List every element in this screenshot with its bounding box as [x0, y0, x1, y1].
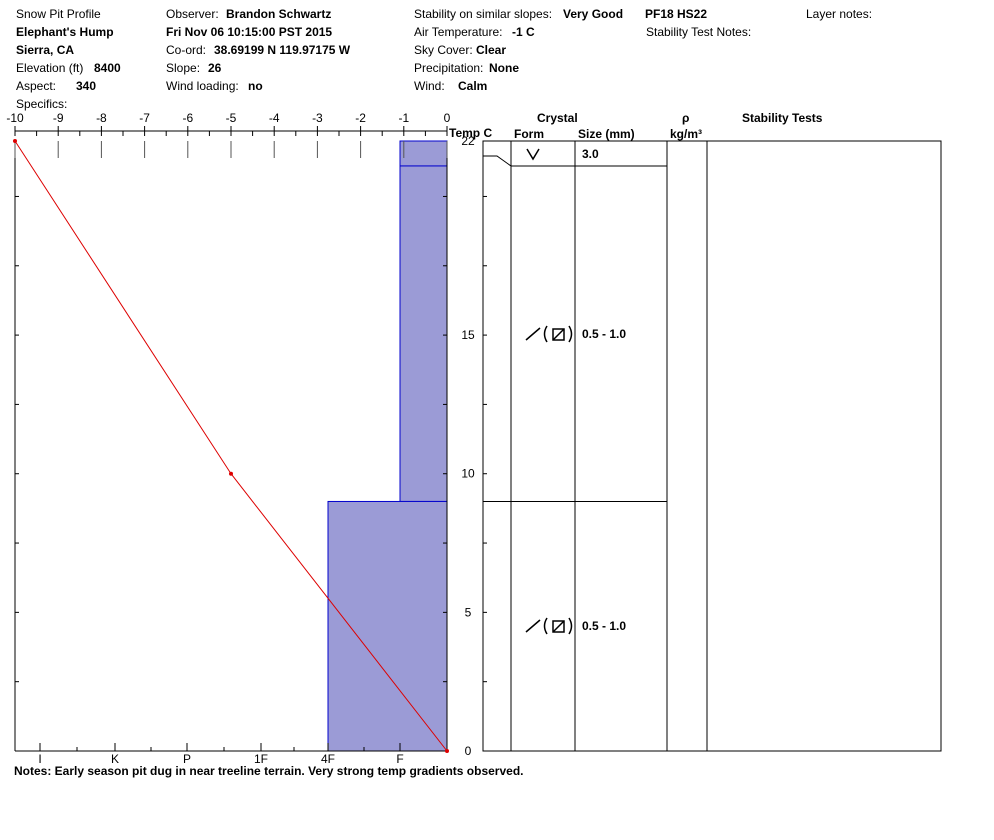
height-tick-label: 22 [461, 134, 475, 148]
wind-label: Wind: [414, 79, 445, 93]
temperature-tick-label: -1 [398, 111, 409, 125]
hardness-bar [327, 500, 448, 752]
layer-size-label: 0.5 - 1.0 [582, 619, 626, 633]
sky-cover-value: Clear [476, 43, 507, 57]
region: Sierra, CA [16, 43, 75, 57]
hardness-tick-label: F [396, 752, 403, 766]
layer-notes-label: Layer notes: [806, 7, 873, 21]
crystal-table-frame [482, 140, 942, 752]
sky-cover-label: Sky Cover: [414, 43, 473, 57]
layer-connector [483, 155, 512, 167]
temperature-point [229, 471, 233, 476]
icon-square [552, 620, 565, 633]
temperature-tick-label: -9 [53, 111, 64, 125]
precipitation-value: None [489, 61, 519, 75]
stability-test-notes-label: Stability Test Notes: [646, 25, 752, 39]
icon-slash [525, 327, 541, 341]
slope-value: 26 [208, 61, 222, 75]
aspect-label: Aspect: [16, 79, 57, 93]
temperature-tick-label: -5 [226, 111, 237, 125]
wind-loading-label: Wind loading: [166, 79, 239, 93]
icon-slash [525, 619, 541, 633]
icon-square-diagonal [552, 620, 565, 633]
temperature-tick-label: -7 [139, 111, 150, 125]
icon-left-paren [543, 617, 548, 635]
temperature-tick-label: -3 [312, 111, 323, 125]
hardness-tick-label: 1F [254, 752, 268, 766]
icon-right-paren [568, 617, 573, 635]
observer-label: Observer: [166, 7, 219, 21]
temperature-tick-label: -8 [96, 111, 107, 125]
density-column-title: ρ [682, 111, 690, 125]
size-column-title: Size (mm) [578, 127, 635, 141]
air-temp-label: Air Temperature: [414, 25, 503, 39]
temperature-tick-label: -6 [182, 111, 193, 125]
elevation-value: 8400 [94, 61, 121, 75]
temperature-tick-label: -2 [355, 111, 366, 125]
elevation-label: Elevation (ft) [16, 61, 84, 75]
hardness-tick-label: P [183, 752, 191, 766]
coord-label: Co-ord: [166, 43, 207, 57]
icon-square [552, 328, 565, 341]
temperature-tick-label: -10 [6, 111, 24, 125]
temp-axis-label: Temp C [449, 126, 493, 140]
coord-value: 38.69199 N 119.97175 W [214, 43, 351, 57]
hardness-tick-label: 4F [321, 752, 335, 766]
slope-label: Slope: [166, 61, 201, 75]
layer-size-label: 0.5 - 1.0 [582, 327, 626, 341]
icon-square-diagonal [552, 328, 565, 341]
faceted-rounded-icon [525, 617, 573, 635]
height-tick-label: 10 [461, 467, 475, 481]
aspect-value: 340 [76, 79, 97, 93]
hardness-tick-label: K [111, 752, 119, 766]
specifics-label: Specifics: [16, 97, 68, 111]
precipitation-label: Precipitation: [414, 61, 484, 75]
hardness-bar [399, 140, 448, 167]
air-temp-value: -1 C [512, 25, 535, 39]
stability-value: Very Good [563, 7, 624, 21]
hardness-tick-label: I [38, 752, 41, 766]
temperature-point [13, 139, 17, 143]
crystal-column-title: Crystal [537, 111, 578, 125]
density-unit: kg/m³ [670, 127, 703, 141]
height-tick-label: 5 [465, 605, 472, 619]
form-column-title: Form [514, 127, 544, 141]
icon-right-paren [568, 325, 573, 343]
observer-value: Brandon Schwartz [226, 7, 332, 21]
height-tick-label: 15 [461, 328, 475, 342]
icon-left-paren [543, 325, 548, 343]
temperature-tick-label: -4 [269, 111, 280, 125]
faceted-rounded-icon [525, 325, 573, 343]
stability-tests-column-title: Stability Tests [742, 111, 823, 125]
hardness-bar [399, 165, 448, 502]
wind-loading-value: no [248, 79, 263, 93]
stability-label: Stability on similar slopes: [414, 7, 553, 21]
page-title: Snow Pit Profile [16, 7, 101, 21]
layer-size-label: 3.0 [582, 147, 599, 161]
pf-hs-value: PF18 HS22 [645, 7, 708, 21]
location-name: Elephant's Hump [16, 25, 114, 39]
height-tick-label: 0 [465, 744, 472, 758]
wind-value: Calm [458, 79, 488, 93]
temperature-tick-label: 0 [444, 111, 451, 125]
surface-hoar-icon [526, 148, 540, 161]
observation-datetime: Fri Nov 06 10:15:00 PST 2015 [166, 25, 333, 39]
temperature-point [445, 749, 449, 753]
notes-text: Notes: Early season pit dug in near tree… [14, 764, 524, 778]
